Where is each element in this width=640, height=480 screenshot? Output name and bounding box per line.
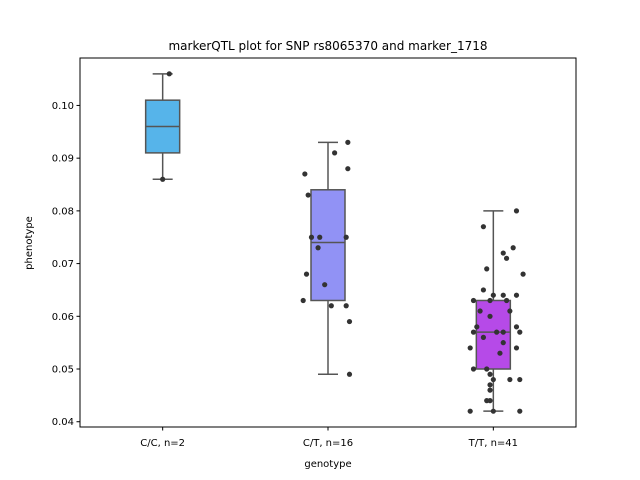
- data-point: [166, 71, 172, 77]
- data-point: [487, 371, 493, 377]
- chart-title: markerQTL plot for SNP rs8065370 and mar…: [168, 39, 487, 53]
- data-point: [513, 345, 520, 351]
- data-point: [503, 255, 510, 261]
- data-point: [484, 366, 490, 372]
- data-point: [480, 287, 487, 293]
- data-point: [510, 245, 516, 251]
- y-tick-label: 0.05: [52, 365, 74, 376]
- data-point: [517, 408, 523, 414]
- data-point: [467, 408, 473, 414]
- data-point: [332, 150, 338, 156]
- data-point: [300, 297, 306, 304]
- data-point: [490, 292, 496, 298]
- data-point: [517, 329, 523, 335]
- data-point: [317, 234, 323, 240]
- y-tick-label: 0.06: [52, 312, 74, 323]
- data-point: [346, 371, 353, 377]
- data-point: [470, 366, 477, 372]
- data-point: [474, 324, 480, 330]
- data-point: [480, 334, 487, 340]
- data-point: [507, 376, 513, 383]
- data-point: [520, 271, 526, 277]
- data-point: [477, 308, 483, 314]
- x-tick-label: C/C, n=2: [140, 438, 185, 449]
- data-point: [484, 266, 490, 272]
- data-point: [487, 382, 493, 388]
- y-tick-label: 0.09: [52, 154, 74, 165]
- y-tick-label: 0.08: [52, 206, 74, 217]
- data-point: [470, 329, 477, 335]
- data-point: [513, 208, 520, 214]
- y-tick-label: 0.04: [52, 417, 74, 428]
- x-tick-label: T/T, n=41: [468, 438, 518, 449]
- data-point: [490, 408, 496, 414]
- data-point: [345, 166, 351, 172]
- data-point: [305, 192, 311, 198]
- data-point: [487, 387, 493, 393]
- data-point: [160, 176, 166, 182]
- data-point: [487, 297, 493, 304]
- data-point: [500, 329, 506, 335]
- data-point: [487, 398, 493, 404]
- x-axis-label: genotype: [304, 459, 351, 470]
- data-point: [497, 350, 503, 356]
- data-point: [345, 139, 351, 145]
- axes-frame: [79, 57, 577, 428]
- data-point: [480, 224, 487, 230]
- data-point: [500, 340, 506, 346]
- plot-layer: 0.04 0.05 0.06 0.07 0.08 0.09 0.10 C/C, n=2 C/T,…: [52, 71, 526, 449]
- data-point: [343, 303, 349, 309]
- data-point: [315, 245, 321, 251]
- data-point: [487, 313, 493, 319]
- data-point: [517, 376, 523, 383]
- data-point: [343, 234, 349, 240]
- data-point: [500, 292, 506, 298]
- data-point: [503, 297, 510, 304]
- y-tick-label: 0.10: [52, 101, 74, 112]
- data-point: [490, 376, 496, 383]
- box-body: [310, 189, 346, 302]
- data-point: [328, 303, 334, 309]
- data-point: [302, 171, 308, 177]
- data-point: [308, 234, 315, 240]
- data-point: [303, 271, 310, 277]
- data-point: [467, 345, 473, 351]
- y-tick-label: 0.07: [52, 259, 74, 270]
- data-point: [470, 297, 477, 304]
- data-point: [507, 308, 513, 314]
- data-point: [500, 250, 506, 256]
- data-point: [322, 282, 328, 288]
- data-point: [346, 318, 353, 325]
- x-tick-label: C/T, n=16: [303, 438, 353, 449]
- data-point: [513, 292, 520, 298]
- data-point: [513, 324, 520, 330]
- y-axis-label: phenotype: [24, 216, 35, 270]
- data-point: [494, 329, 500, 335]
